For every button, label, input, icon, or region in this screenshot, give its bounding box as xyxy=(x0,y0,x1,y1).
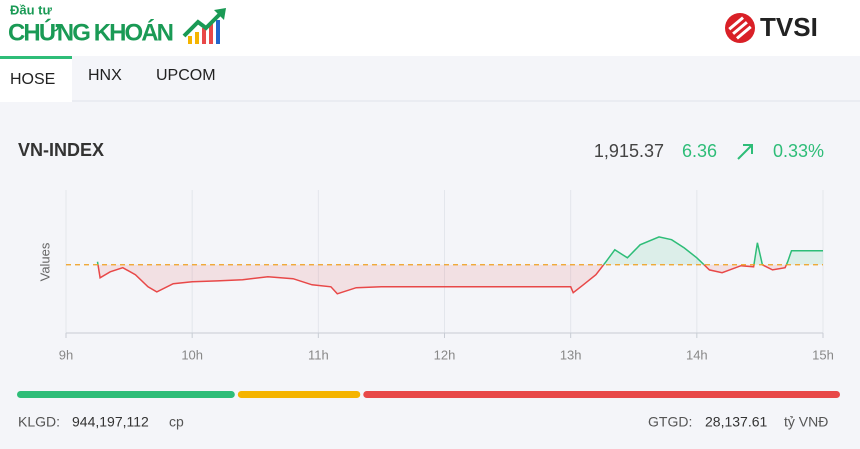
line xyxy=(96,236,823,265)
active-tab-indicator xyxy=(0,56,72,59)
x-tick-label: 13h xyxy=(560,347,582,362)
up-arrow xyxy=(737,144,753,160)
brand-big: CHỨNG KHOÁN xyxy=(8,18,174,46)
partner-icon xyxy=(725,13,755,43)
line xyxy=(97,264,788,295)
volume: 944,197,112 xyxy=(72,414,149,430)
index-name: VN-INDEX xyxy=(18,140,104,160)
volume-unit: cp xyxy=(169,414,184,430)
active-tab-bg[interactable] xyxy=(0,56,72,102)
x-tick-label: 12h xyxy=(434,347,456,362)
index-change-percent: 0.33% xyxy=(773,141,824,161)
tab[interactable]: HNX xyxy=(88,67,122,84)
volume-label: KLGD: xyxy=(18,414,60,430)
brand-small: Đầu tư xyxy=(10,2,53,17)
trade-value: 28,137.61 xyxy=(705,414,767,430)
area xyxy=(97,236,823,265)
y-axis-label: Values xyxy=(37,242,52,281)
area xyxy=(97,264,787,294)
x-tick-label: 15h xyxy=(812,347,834,362)
breadth-bar xyxy=(363,391,840,398)
breadth-bar xyxy=(237,391,361,398)
index-value: 1,915.37 xyxy=(594,141,664,161)
x-tick-label: 9h xyxy=(59,347,73,362)
x-tick-label: 11h xyxy=(308,347,329,362)
x-tick-label: 14h xyxy=(686,347,708,362)
x-tick-label: 10h xyxy=(181,347,203,362)
tab-bar xyxy=(0,56,860,101)
index-change: 6.36 xyxy=(682,141,717,161)
header-bg xyxy=(0,0,860,56)
tab[interactable]: HOSE xyxy=(10,71,55,88)
value-unit: tỷ VNĐ xyxy=(784,414,828,430)
tab[interactable]: UPCOM xyxy=(156,67,216,84)
breadth-bar xyxy=(17,391,235,398)
brand-icon xyxy=(182,8,226,44)
value-label: GTGD: xyxy=(648,414,692,430)
partner-name: TVSI xyxy=(760,12,818,42)
